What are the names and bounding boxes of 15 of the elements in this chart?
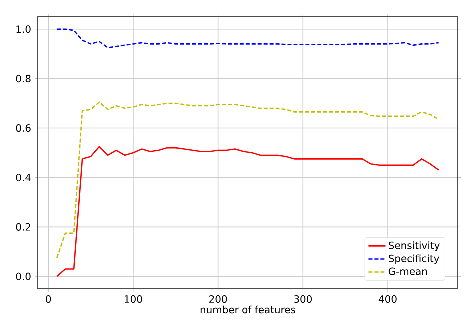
y-tick-label: 0.0 (16, 272, 31, 280)
x-tick-label: 0 (46, 295, 52, 304)
x-tick-label: 200 (210, 295, 228, 304)
x-axis-title: number of features (200, 306, 296, 314)
x-tick-label: 400 (378, 295, 397, 304)
x-tick-label: 100 (125, 295, 142, 304)
y-tick-label: 0.8 (16, 75, 31, 83)
y-tick-label: 0.4 (16, 174, 31, 182)
y-tick-label: 0.6 (16, 124, 31, 132)
legend-label: Specificity (389, 254, 440, 264)
legend-label: G-mean (388, 268, 428, 276)
x-tick-label: 300 (294, 295, 312, 304)
y-tick-label: 1.0 (16, 26, 31, 34)
y-tick-label: 0.2 (16, 223, 30, 231)
legend-label: Sensitivity (389, 242, 440, 252)
